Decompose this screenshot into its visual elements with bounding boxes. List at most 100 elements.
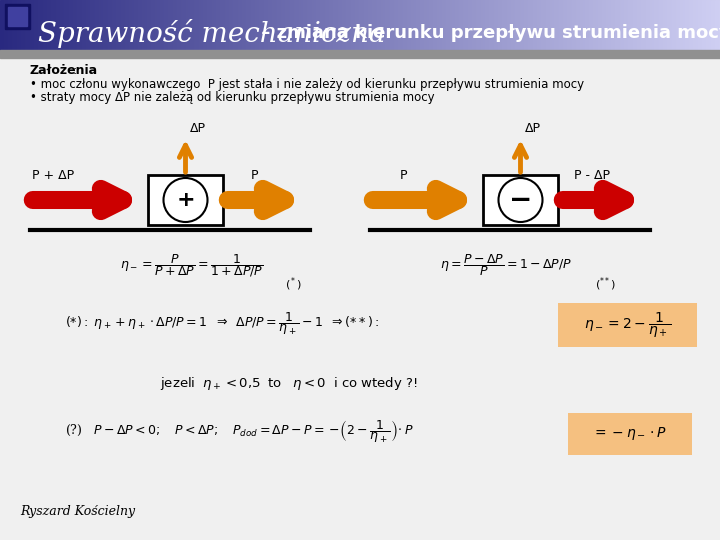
Bar xyxy=(553,0,554,50)
Bar xyxy=(665,0,666,50)
Bar xyxy=(373,0,374,50)
Bar xyxy=(586,0,587,50)
Bar xyxy=(545,0,546,50)
Bar xyxy=(580,0,581,50)
Bar xyxy=(208,0,209,50)
Bar xyxy=(275,0,276,50)
Bar xyxy=(317,0,318,50)
Bar xyxy=(343,0,344,50)
Bar xyxy=(362,0,363,50)
Bar xyxy=(5,4,30,29)
Bar xyxy=(470,0,471,50)
Bar xyxy=(216,0,217,50)
Bar xyxy=(234,0,235,50)
Bar xyxy=(488,0,489,50)
Bar xyxy=(202,0,203,50)
Bar xyxy=(424,0,425,50)
Bar xyxy=(491,0,492,50)
Bar xyxy=(148,175,223,225)
Bar xyxy=(493,0,494,50)
Bar xyxy=(224,0,225,50)
Bar xyxy=(163,0,164,50)
Bar xyxy=(408,0,409,50)
Bar xyxy=(563,0,564,50)
Bar xyxy=(452,0,453,50)
Bar xyxy=(351,0,352,50)
Bar xyxy=(638,0,639,50)
Bar xyxy=(353,0,354,50)
Bar xyxy=(106,0,107,50)
Bar xyxy=(714,0,715,50)
Bar xyxy=(184,0,185,50)
Bar xyxy=(436,0,437,50)
Bar xyxy=(191,0,192,50)
Bar xyxy=(69,0,70,50)
Bar xyxy=(248,0,249,50)
Bar xyxy=(187,0,188,50)
Bar xyxy=(459,0,460,50)
Bar xyxy=(300,0,301,50)
Bar xyxy=(686,0,687,50)
Bar xyxy=(251,0,252,50)
Bar xyxy=(411,0,412,50)
Bar xyxy=(64,0,65,50)
Bar xyxy=(426,0,427,50)
Bar xyxy=(340,0,341,50)
Bar xyxy=(96,0,97,50)
Bar xyxy=(671,0,672,50)
Bar xyxy=(420,0,421,50)
Bar xyxy=(286,0,287,50)
Bar xyxy=(634,0,635,50)
Bar xyxy=(582,0,583,50)
Bar xyxy=(706,0,707,50)
Bar xyxy=(58,0,59,50)
Bar xyxy=(537,0,538,50)
Bar xyxy=(509,0,510,50)
Bar xyxy=(335,0,336,50)
Bar xyxy=(90,0,91,50)
Bar xyxy=(476,0,477,50)
Bar xyxy=(382,0,383,50)
Bar xyxy=(49,0,50,50)
Bar xyxy=(283,0,284,50)
Bar xyxy=(447,0,448,50)
Bar xyxy=(609,0,610,50)
Bar xyxy=(138,0,139,50)
Bar xyxy=(535,0,536,50)
Bar xyxy=(178,0,179,50)
Bar xyxy=(267,0,268,50)
Bar xyxy=(206,0,207,50)
Bar xyxy=(653,0,654,50)
Bar xyxy=(381,0,382,50)
Bar xyxy=(629,0,630,50)
Bar xyxy=(445,0,446,50)
Bar xyxy=(397,0,398,50)
Bar xyxy=(656,0,657,50)
Bar xyxy=(70,0,71,50)
Bar xyxy=(321,0,322,50)
Bar xyxy=(259,0,260,50)
Bar xyxy=(180,0,181,50)
Bar xyxy=(696,0,697,50)
Bar xyxy=(309,0,310,50)
Bar xyxy=(328,0,329,50)
Bar xyxy=(253,0,254,50)
Bar xyxy=(8,7,27,26)
Bar xyxy=(385,0,386,50)
Text: −: − xyxy=(509,186,532,214)
Bar xyxy=(118,0,119,50)
Bar xyxy=(494,0,495,50)
Bar xyxy=(680,0,681,50)
Bar xyxy=(366,0,367,50)
Bar xyxy=(18,0,19,50)
Bar xyxy=(678,0,679,50)
Bar xyxy=(379,0,380,50)
Bar xyxy=(27,0,28,50)
Bar xyxy=(14,0,15,50)
Bar xyxy=(274,0,275,50)
Bar xyxy=(403,0,404,50)
Bar xyxy=(254,0,255,50)
Bar xyxy=(669,0,670,50)
Bar xyxy=(250,0,251,50)
Bar xyxy=(123,0,124,50)
